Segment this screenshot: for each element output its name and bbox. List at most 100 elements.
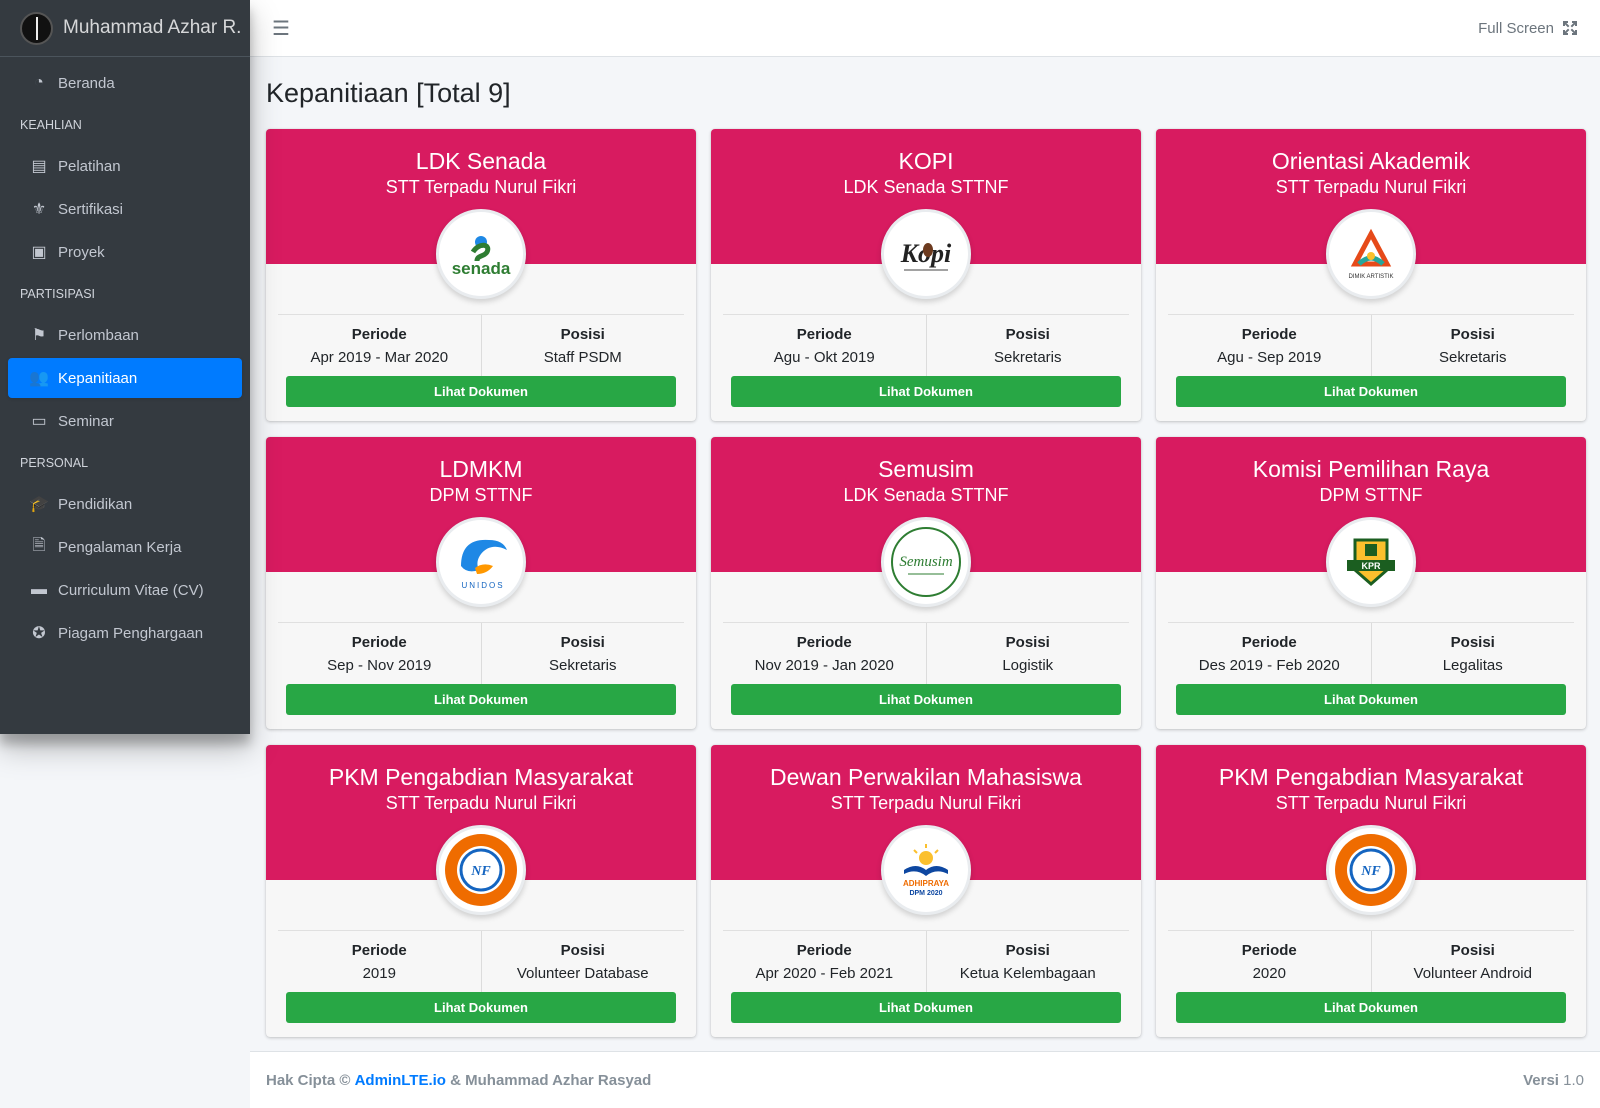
briefcase-icon: ▣	[31, 244, 47, 261]
period-label: Periode	[1241, 942, 1297, 959]
period-column: Periode Sep - Nov 2019	[278, 623, 481, 688]
card-details: Periode Apr 2020 - Feb 2021 Posisi Ketua…	[723, 930, 1129, 996]
id-card-icon: ▬	[31, 581, 47, 598]
card-details: Periode 2019 Posisi Volunteer Database	[278, 930, 684, 996]
view-document-button[interactable]: Lihat Dokumen	[731, 376, 1121, 407]
sidebar-item-proyek[interactable]: ▣ Proyek	[8, 232, 242, 272]
card-title: PKM Pengabdian Masyarakat	[1218, 764, 1524, 790]
sidebar-item-beranda[interactable]: ◔ Beranda	[8, 63, 242, 103]
card-title: Dewan Perwakilan Mahasiswa	[770, 764, 1082, 790]
view-document-button[interactable]: Lihat Dokumen	[1176, 376, 1566, 407]
svg-text:DPM 2020: DPM 2020	[909, 890, 942, 897]
period-column: Periode 2019	[278, 931, 481, 996]
svg-text:DIMIK ARTISTIK: DIMIK ARTISTIK	[1349, 274, 1394, 280]
flag-checkered-icon: ⚑	[31, 327, 47, 344]
sidebar-item-curriculum-vitae-cv[interactable]: ▬ Curriculum Vitae (CV)	[8, 570, 242, 610]
version-value: 1.0	[1563, 1071, 1584, 1089]
card-subtitle: LDK Senada STTNF	[843, 177, 1009, 197]
chart-pie-icon: ◔	[34, 74, 44, 91]
page-title: Kepanitiaan [Total 9]	[266, 78, 511, 108]
period-value: Sep - Nov 2019	[327, 657, 432, 674]
period-value: Des 2019 - Feb 2020	[1198, 657, 1340, 674]
view-document-button[interactable]: Lihat Dokumen	[1176, 992, 1566, 1023]
brand-name: Muhammad Azhar R.	[63, 17, 242, 38]
sidebar-item-seminar[interactable]: ▭ Seminar	[8, 401, 242, 441]
period-label: Periode	[351, 634, 407, 651]
view-document-button[interactable]: Lihat Dokumen	[731, 992, 1121, 1023]
svg-text:KPR: KPR	[1361, 561, 1381, 571]
position-value: Sekretaris	[1438, 349, 1507, 366]
bars-icon[interactable]: ☰	[272, 17, 290, 40]
card-details: Periode 2020 Posisi Volunteer Android	[1168, 930, 1574, 996]
period-value: Agu - Okt 2019	[773, 349, 875, 366]
sidebar-item-pelatihan[interactable]: ▤ Pelatihan	[8, 146, 242, 186]
view-document-button[interactable]: Lihat Dokumen	[286, 992, 676, 1023]
sidebar-item-sertifikasi[interactable]: ⚜ Sertifikasi	[8, 189, 242, 229]
footer-version: Versi 1.0	[1523, 1072, 1584, 1089]
sidebar: Muhammad Azhar R. ◔ Beranda KEAHLIAN ▤ Pelat…	[0, 0, 250, 734]
book-icon: ▤	[31, 158, 47, 175]
position-label: Posisi	[1450, 326, 1495, 343]
card-details: Periode Agu - Okt 2019 Posisi Sekretaris	[723, 314, 1129, 380]
view-document-button[interactable]: Lihat Dokumen	[1176, 684, 1566, 715]
committee-card: Orientasi Akademik STT Terpadu Nurul Fik…	[1156, 129, 1586, 421]
card-title: KOPI	[898, 148, 954, 174]
position-label: Posisi	[1005, 634, 1050, 651]
organization-logo: DIMIK ARTISTIK	[1326, 209, 1416, 299]
position-value: Sekretaris	[993, 349, 1062, 366]
sidebar-item-perlombaan[interactable]: ⚑ Perlombaan	[8, 315, 242, 355]
copyright-owner: & Muhammad Azhar Rasyad	[450, 1071, 652, 1089]
sidebar-item-kepanitiaan[interactable]: 👥 Kepanitiaan	[8, 358, 242, 398]
organization-logo: Semusim	[881, 517, 971, 607]
card-subtitle: STT Terpadu Nurul Fikri	[1275, 793, 1467, 813]
card-subtitle: STT Terpadu Nurul Fikri	[385, 177, 577, 197]
position-label: Posisi	[560, 634, 605, 651]
position-column: Posisi Sekretaris	[1370, 315, 1575, 380]
position-column: Posisi Logistik	[925, 623, 1130, 688]
sidebar-item-label: Sertifikasi	[58, 200, 124, 218]
position-value: Logistik	[1002, 657, 1054, 674]
svg-text:UNIDOS: UNIDOS	[461, 581, 504, 590]
award-icon: ✪	[32, 625, 46, 642]
file-alt-icon: 🗎	[32, 536, 46, 554]
view-document-button[interactable]: Lihat Dokumen	[286, 684, 676, 715]
organization-logo: Kopi	[881, 209, 971, 299]
committee-card: PKM Pengabdian Masyarakat STT Terpadu Nu…	[266, 745, 696, 1037]
position-column: Posisi Volunteer Database	[480, 931, 685, 996]
svg-text:NF: NF	[470, 864, 491, 879]
copyright-prefix: Hak Cipta ©	[266, 1071, 351, 1089]
card-subtitle: DPM STTNF	[429, 485, 533, 505]
card-title: PKM Pengabdian Masyarakat	[328, 764, 634, 790]
card-subtitle: STT Terpadu Nurul Fikri	[830, 793, 1022, 813]
sidebar-item-pendidikan[interactable]: 🎓 Pendidikan	[8, 484, 242, 524]
organization-logo: senada	[436, 209, 526, 299]
organization-logo: UNIDOS	[436, 517, 526, 607]
period-label: Periode	[351, 326, 407, 343]
sidebar-item-piagam-penghargaan[interactable]: ✪ Piagam Penghargaan	[8, 613, 242, 653]
position-label: Posisi	[1450, 634, 1495, 651]
nav-header-partisipasi: PARTISIPASI	[20, 287, 96, 301]
brand-link[interactable]: Muhammad Azhar R.	[0, 0, 250, 57]
card-details: Periode Des 2019 - Feb 2020 Posisi Legal…	[1168, 622, 1574, 688]
sidebar-item-pengalaman-kerja[interactable]: 🗎 Pengalaman Kerja	[8, 527, 242, 567]
period-column: Periode Apr 2020 - Feb 2021	[723, 931, 926, 996]
position-label: Posisi	[1005, 942, 1050, 959]
period-value: 2020	[1252, 965, 1286, 982]
adminlte-link[interactable]: AdminLTE.io	[354, 1071, 446, 1089]
fullscreen-label: Full Screen	[1478, 19, 1554, 37]
period-label: Periode	[351, 942, 407, 959]
view-document-button[interactable]: Lihat Dokumen	[286, 376, 676, 407]
committee-card: LDMKM DPM STTNF UNIDOS Periode Sep - Nov…	[266, 437, 696, 729]
card-title: LDMKM	[439, 456, 523, 482]
period-column: Periode Des 2019 - Feb 2020	[1168, 623, 1371, 688]
position-value: Ketua Kelembagaan	[959, 965, 1096, 982]
position-column: Posisi Legalitas	[1370, 623, 1575, 688]
period-label: Periode	[796, 942, 852, 959]
position-column: Posisi Sekretaris	[480, 623, 685, 688]
card-title: LDK Senada	[415, 148, 547, 174]
period-label: Periode	[796, 634, 852, 651]
sidebar-item-label: Seminar	[58, 412, 114, 430]
fullscreen-button[interactable]: Full Screen	[1478, 20, 1578, 37]
view-document-button[interactable]: Lihat Dokumen	[731, 684, 1121, 715]
card-details: Periode Apr 2019 - Mar 2020 Posisi Staff…	[278, 314, 684, 380]
